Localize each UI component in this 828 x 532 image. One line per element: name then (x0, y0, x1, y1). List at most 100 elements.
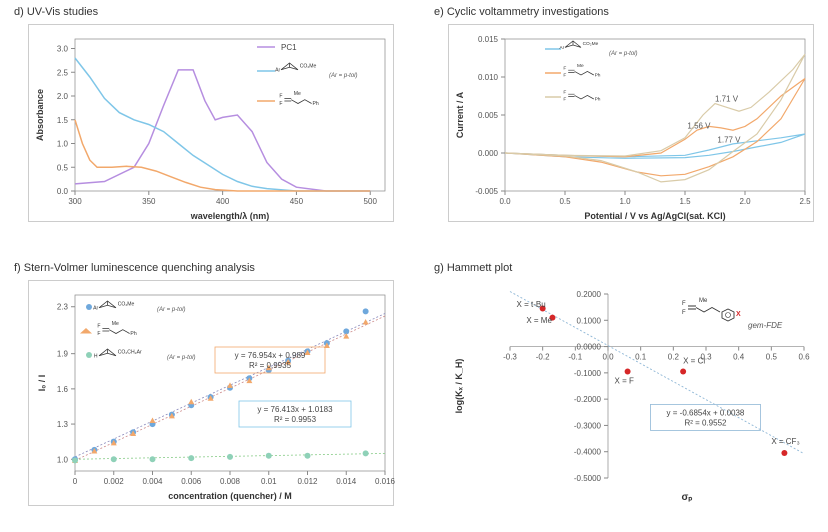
svg-text:2.5: 2.5 (799, 197, 811, 206)
svg-text:R² = 0.9552: R² = 0.9552 (684, 418, 727, 427)
svg-text:Me: Me (577, 63, 584, 69)
svg-text:0.0: 0.0 (57, 187, 69, 196)
svg-text:Ar: Ar (559, 45, 564, 51)
svg-text:0.4: 0.4 (733, 353, 745, 362)
svg-text:1.77 V: 1.77 V (717, 135, 741, 144)
svg-text:R² = 0.9953: R² = 0.9953 (274, 415, 317, 424)
svg-text:-0.1000: -0.1000 (574, 369, 602, 378)
svg-text:F: F (563, 89, 566, 95)
svg-text:y = -0.6854x + 0.0038: y = -0.6854x + 0.0038 (667, 408, 745, 417)
svg-text:0.1: 0.1 (635, 353, 647, 362)
hammett-chart: -0.3-0.2-0.10.00.10.20.30.40.50.6-0.5000… (448, 280, 814, 506)
svg-text:F: F (279, 94, 282, 100)
svg-text:Ph: Ph (130, 331, 136, 337)
svg-text:-0.2000: -0.2000 (574, 395, 602, 404)
svg-text:0.0000: 0.0000 (577, 343, 602, 352)
cv-chart: 0.00.51.01.52.02.5-0.0050.0000.0050.0100… (448, 24, 814, 222)
svg-text:0.6: 0.6 (798, 353, 810, 362)
sternvolmer-chart: 00.0020.0040.0060.0080.010.0120.0140.016… (28, 280, 394, 506)
svg-text:-0.1: -0.1 (568, 353, 582, 362)
svg-text:-0.2: -0.2 (536, 353, 550, 362)
svg-text:log(Kₓ / K_H): log(Kₓ / K_H) (454, 359, 464, 414)
svg-text:-0.5000: -0.5000 (574, 474, 602, 483)
svg-text:1.3: 1.3 (57, 420, 69, 429)
svg-text:350: 350 (142, 197, 156, 206)
svg-text:F: F (563, 65, 566, 71)
svg-text:CO₂Me: CO₂Me (118, 301, 135, 307)
svg-text:-0.3: -0.3 (503, 353, 517, 362)
svg-text:Current / A: Current / A (455, 91, 465, 138)
svg-text:2.3: 2.3 (57, 303, 69, 312)
cv-svg: 0.00.51.01.52.02.5-0.0050.0000.0050.0100… (449, 25, 815, 223)
svg-text:(Ar = p-tol): (Ar = p-tol) (609, 51, 638, 57)
svg-text:0.2: 0.2 (668, 353, 680, 362)
svg-text:X = CF₃: X = CF₃ (771, 437, 799, 446)
svg-text:CO₂Me: CO₂Me (583, 41, 599, 47)
svg-text:CO₂CH₂Ar: CO₂CH₂Ar (118, 349, 142, 355)
sternvolmer-svg: 00.0020.0040.0060.0080.010.0120.0140.016… (29, 281, 395, 507)
svg-text:gem-FDE: gem-FDE (748, 321, 783, 330)
svg-text:Ph: Ph (312, 101, 318, 107)
svg-text:Ph: Ph (595, 97, 601, 103)
svg-text:1.5: 1.5 (679, 197, 691, 206)
svg-text:0.006: 0.006 (181, 477, 202, 486)
svg-text:1.56 V: 1.56 V (687, 122, 711, 131)
uvvis-svg: 3003504004505000.00.51.01.52.02.53.0wave… (29, 25, 395, 223)
svg-text:Potential / V vs Ag/AgCl(sat.: Potential / V vs Ag/AgCl(sat. KCl) (584, 211, 725, 221)
svg-text:F: F (682, 301, 686, 307)
svg-text:450: 450 (290, 197, 304, 206)
svg-text:Ar: Ar (275, 68, 280, 74)
svg-text:3.0: 3.0 (57, 45, 69, 54)
svg-text:0.000: 0.000 (478, 149, 499, 158)
svg-text:Me: Me (112, 321, 119, 327)
svg-text:y = 76.954x + 0.989: y = 76.954x + 0.989 (235, 351, 306, 360)
svg-text:2.0: 2.0 (57, 92, 69, 101)
svg-text:1.5: 1.5 (57, 116, 69, 125)
svg-text:H: H (94, 354, 98, 360)
svg-text:0.004: 0.004 (142, 477, 163, 486)
svg-text:0.5: 0.5 (57, 163, 69, 172)
svg-text:1.9: 1.9 (57, 350, 69, 359)
svg-text:1.0: 1.0 (57, 455, 69, 464)
svg-text:F: F (563, 73, 566, 79)
svg-text:X = t-Bu: X = t-Bu (517, 300, 546, 309)
svg-text:Ar: Ar (93, 306, 98, 312)
svg-text:(Ar = p-tol): (Ar = p-tol) (157, 307, 186, 313)
svg-text:y = 76.413x + 1.0183: y = 76.413x + 1.0183 (257, 405, 333, 414)
svg-text:0.5: 0.5 (766, 353, 778, 362)
svg-text:0.015: 0.015 (478, 35, 499, 44)
svg-text:R² = 0.9935: R² = 0.9935 (249, 361, 292, 370)
svg-text:0.5: 0.5 (559, 197, 571, 206)
svg-text:1.6: 1.6 (57, 385, 69, 394)
svg-text:500: 500 (364, 197, 378, 206)
svg-text:0.0: 0.0 (602, 353, 614, 362)
svg-text:0.0: 0.0 (499, 197, 511, 206)
panel-f-title: f) Stern-Volmer luminescence quenching a… (14, 262, 255, 274)
hammett-svg: -0.3-0.2-0.10.00.10.20.30.40.50.6-0.5000… (448, 280, 814, 506)
svg-text:I₀ / I: I₀ / I (37, 375, 47, 392)
svg-text:(Ar = p-tol): (Ar = p-tol) (329, 73, 358, 79)
svg-text:Me: Me (294, 91, 301, 97)
svg-text:X = Cl: X = Cl (683, 357, 705, 366)
svg-text:0.010: 0.010 (478, 73, 499, 82)
svg-text:σₚ: σₚ (681, 492, 692, 503)
svg-text:0.016: 0.016 (375, 477, 395, 486)
svg-text:Ph: Ph (595, 73, 601, 79)
svg-text:0.005: 0.005 (478, 111, 499, 120)
svg-text:300: 300 (68, 197, 82, 206)
svg-text:0.1000: 0.1000 (577, 316, 602, 325)
svg-text:X: X (736, 311, 741, 318)
svg-text:F: F (97, 331, 100, 337)
svg-text:(Ar = p-tol): (Ar = p-tol) (167, 355, 196, 361)
svg-text:2.5: 2.5 (57, 68, 69, 77)
panel-g-title: g) Hammett plot (434, 262, 512, 274)
svg-text:0.008: 0.008 (220, 477, 241, 486)
svg-text:concentration (quencher) / M: concentration (quencher) / M (168, 491, 292, 501)
svg-text:X = Me: X = Me (526, 316, 552, 325)
svg-text:1.71 V: 1.71 V (715, 94, 739, 103)
svg-text:F: F (563, 97, 566, 103)
svg-text:2.0: 2.0 (739, 197, 751, 206)
svg-text:0.2000: 0.2000 (577, 290, 602, 299)
svg-text:0.014: 0.014 (336, 477, 357, 486)
svg-text:0: 0 (73, 477, 78, 486)
